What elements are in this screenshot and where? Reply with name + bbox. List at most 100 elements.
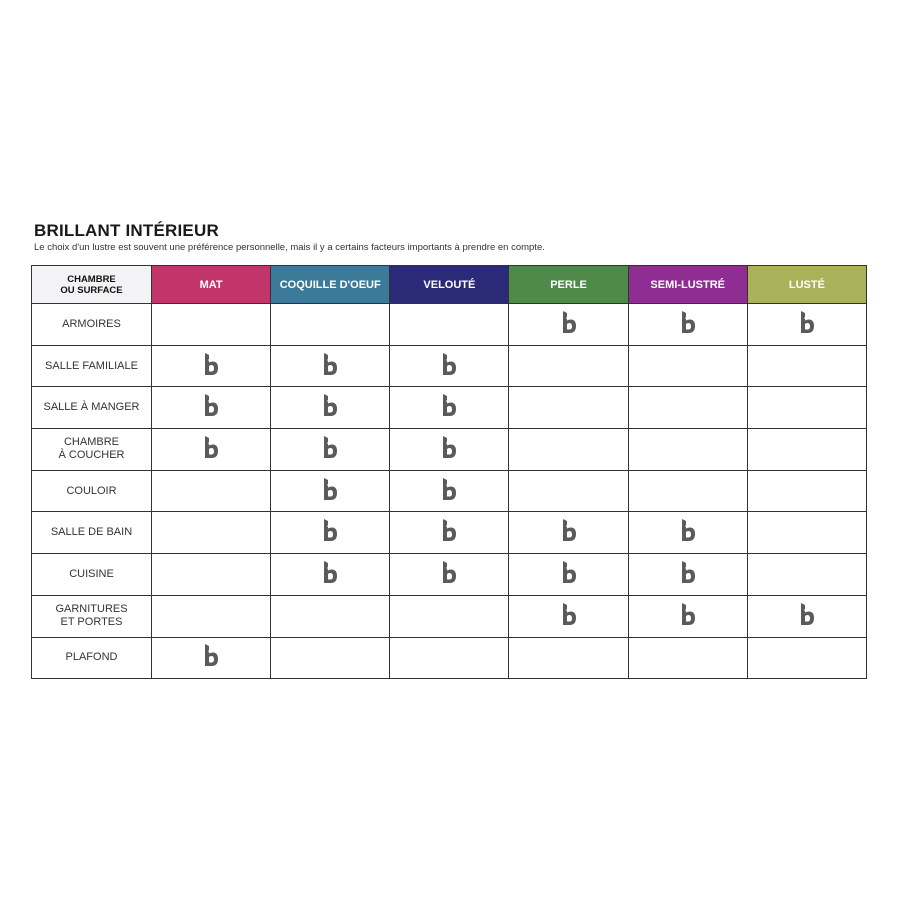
table-cell <box>270 553 391 596</box>
table-cell <box>150 303 272 346</box>
table-cell <box>627 511 748 555</box>
table-cell <box>270 303 391 346</box>
row-label: SALLE À MANGER <box>31 386 152 430</box>
table-cell <box>389 636 510 680</box>
table-row: PLAFOND <box>31 636 868 680</box>
table-cell <box>389 428 510 471</box>
table-cell <box>389 511 510 555</box>
table-cell <box>746 386 868 430</box>
brand-b-icon <box>799 602 815 626</box>
brand-b-icon <box>441 560 457 584</box>
brand-b-icon <box>322 393 338 417</box>
brand-b-icon <box>441 435 457 459</box>
table-cell <box>389 303 510 346</box>
brand-b-icon <box>561 518 577 542</box>
column-header-coquille-d-oeuf: COQUILLE D'OEUF <box>270 265 391 304</box>
row-label: CUISINE <box>31 553 152 596</box>
table-cell <box>627 636 748 680</box>
table-cell <box>627 553 748 596</box>
table-cell <box>150 511 272 555</box>
table-cell <box>389 553 510 596</box>
row-label: SALLE DE BAIN <box>31 511 152 555</box>
table-cell <box>746 469 868 513</box>
brand-b-icon <box>561 602 577 626</box>
brand-b-icon <box>680 518 696 542</box>
table-cell <box>150 636 272 680</box>
row-label: CHAMBRE À COUCHER <box>31 428 152 471</box>
table-cell <box>389 344 510 388</box>
brand-b-icon <box>441 477 457 501</box>
brand-b-icon <box>561 560 577 584</box>
brand-b-icon <box>322 560 338 584</box>
column-header-lust-: LUSTÉ <box>746 265 868 304</box>
table-cell <box>270 469 391 513</box>
table-cell <box>508 511 629 555</box>
brand-b-icon <box>441 393 457 417</box>
finish-table: CHAMBRE OU SURFACE MAT COQUILLE D'OEUF VEL… <box>31 265 868 680</box>
brand-b-icon <box>322 518 338 542</box>
table-cell <box>508 469 629 513</box>
page-subtitle: Le choix d'un lustre est souvent une pré… <box>34 242 545 253</box>
column-header-velout-: VELOUTÉ <box>389 265 510 304</box>
column-header-semi-lustr-: SEMI-LUSTRÉ <box>627 265 748 304</box>
table-cell <box>627 428 748 471</box>
table-row: COULOIR <box>31 469 868 513</box>
table-cell <box>270 594 391 638</box>
row-label: SALLE FAMILIALE <box>31 344 152 388</box>
table-cell <box>627 594 748 638</box>
table-row: ARMOIRES <box>31 303 868 346</box>
table-cell <box>508 344 629 388</box>
table-cell <box>746 344 868 388</box>
brand-b-icon <box>322 435 338 459</box>
table-cell <box>508 553 629 596</box>
table-cell <box>389 386 510 430</box>
table-cell <box>270 636 391 680</box>
table-cell <box>627 386 748 430</box>
table-cell <box>389 469 510 513</box>
table-row: SALLE À MANGER <box>31 386 868 430</box>
brand-b-icon <box>203 352 219 376</box>
brand-b-icon <box>322 352 338 376</box>
table-cell <box>150 386 272 430</box>
table-cell <box>508 594 629 638</box>
table-cell <box>270 511 391 555</box>
table-cell <box>270 386 391 430</box>
table-cell <box>150 594 272 638</box>
table-row: CHAMBRE À COUCHER <box>31 428 868 471</box>
brand-b-icon <box>322 477 338 501</box>
brand-b-icon <box>441 518 457 542</box>
table-cell <box>150 344 272 388</box>
table-cell <box>746 511 868 555</box>
table-row: CUISINE <box>31 553 868 596</box>
row-label: ARMOIRES <box>31 303 152 346</box>
table-cell <box>627 469 748 513</box>
table-cell <box>746 303 868 346</box>
row-label: PLAFOND <box>31 636 152 680</box>
brand-b-icon <box>203 643 219 667</box>
table-cell <box>150 553 272 596</box>
table-cell <box>508 386 629 430</box>
row-label: COULOIR <box>31 469 152 513</box>
table-cell <box>627 303 748 346</box>
brand-b-icon <box>203 435 219 459</box>
table-row: SALLE DE BAIN <box>31 511 868 555</box>
header-row: CHAMBRE OU SURFACE MAT COQUILLE D'OEUF VEL… <box>31 265 868 304</box>
table-cell <box>508 303 629 346</box>
column-header-perle: PERLE <box>508 265 629 304</box>
table-cell <box>627 344 748 388</box>
table-cell <box>389 594 510 638</box>
table-cell <box>270 344 391 388</box>
table-row: GARNITURES ET PORTES <box>31 594 868 638</box>
brand-b-icon <box>680 560 696 584</box>
table-cell <box>746 428 868 471</box>
column-header-mat: MAT <box>150 265 272 304</box>
row-label: GARNITURES ET PORTES <box>31 594 152 638</box>
table-cell <box>746 594 868 638</box>
corner-header: CHAMBRE OU SURFACE <box>31 265 152 304</box>
brand-b-icon <box>680 602 696 626</box>
table-cell <box>508 636 629 680</box>
brand-b-icon <box>203 393 219 417</box>
table-cell <box>150 469 272 513</box>
brand-b-icon <box>561 310 577 334</box>
brand-b-icon <box>799 310 815 334</box>
